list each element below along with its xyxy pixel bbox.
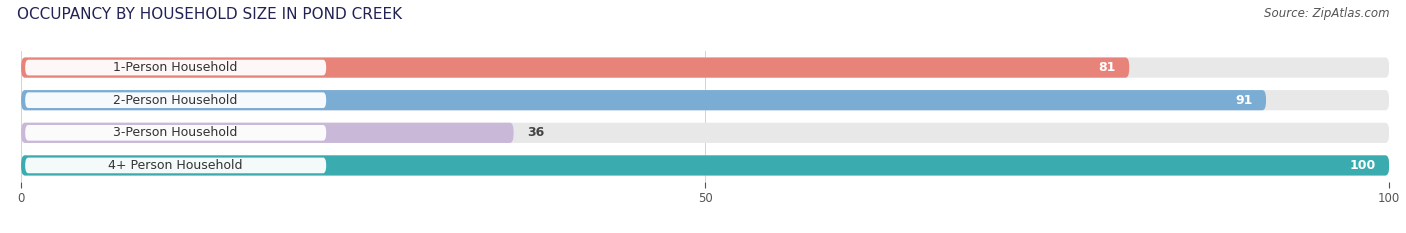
Text: 3-Person Household: 3-Person Household [114, 126, 238, 139]
FancyBboxPatch shape [21, 90, 1265, 110]
FancyBboxPatch shape [21, 58, 1129, 78]
FancyBboxPatch shape [21, 58, 1389, 78]
FancyBboxPatch shape [21, 155, 1389, 175]
FancyBboxPatch shape [25, 125, 326, 141]
Text: 100: 100 [1350, 159, 1375, 172]
FancyBboxPatch shape [21, 123, 1389, 143]
Text: Source: ZipAtlas.com: Source: ZipAtlas.com [1264, 7, 1389, 20]
Text: 2-Person Household: 2-Person Household [114, 94, 238, 107]
FancyBboxPatch shape [21, 123, 513, 143]
FancyBboxPatch shape [25, 92, 326, 108]
FancyBboxPatch shape [21, 90, 1389, 110]
Text: OCCUPANCY BY HOUSEHOLD SIZE IN POND CREEK: OCCUPANCY BY HOUSEHOLD SIZE IN POND CREE… [17, 7, 402, 22]
Text: 91: 91 [1234, 94, 1253, 107]
FancyBboxPatch shape [21, 155, 1389, 175]
Text: 4+ Person Household: 4+ Person Household [108, 159, 243, 172]
Text: 1-Person Household: 1-Person Household [114, 61, 238, 74]
FancyBboxPatch shape [25, 158, 326, 173]
FancyBboxPatch shape [25, 60, 326, 75]
Text: 36: 36 [527, 126, 544, 139]
Text: 81: 81 [1098, 61, 1115, 74]
